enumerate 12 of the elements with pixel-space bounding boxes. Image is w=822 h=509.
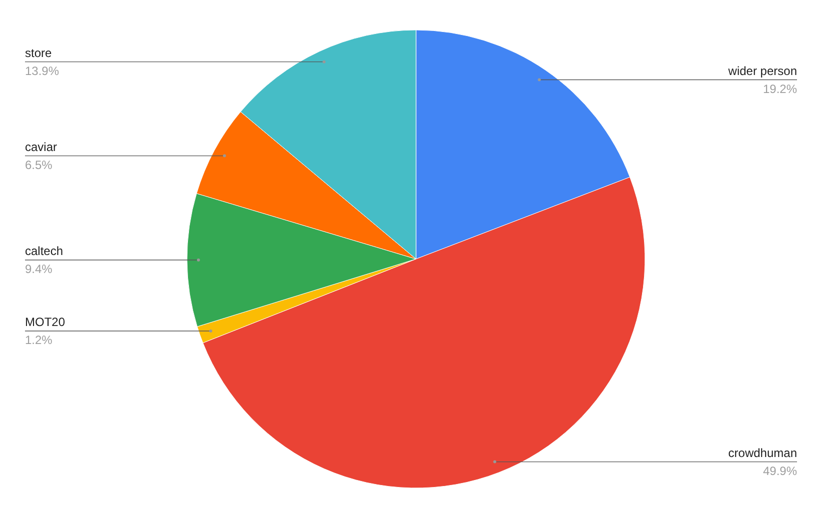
- slice-label: store: [25, 46, 52, 60]
- data-label: 1.2%: [25, 333, 53, 348]
- data-label: 6.5%: [25, 158, 53, 172]
- slice-label: MOT20: [25, 315, 66, 330]
- slice-label: caltech: [25, 244, 64, 258]
- slice-label: crowdhuman: [728, 446, 797, 460]
- slice-label: wider person: [727, 64, 797, 78]
- data-label: 13.9%: [25, 64, 60, 78]
- data-label: 19.2%: [762, 82, 798, 96]
- data-label: 49.9%: [762, 464, 798, 478]
- data-label: 9.4%: [25, 262, 53, 276]
- slice-label: caviar: [25, 140, 58, 154]
